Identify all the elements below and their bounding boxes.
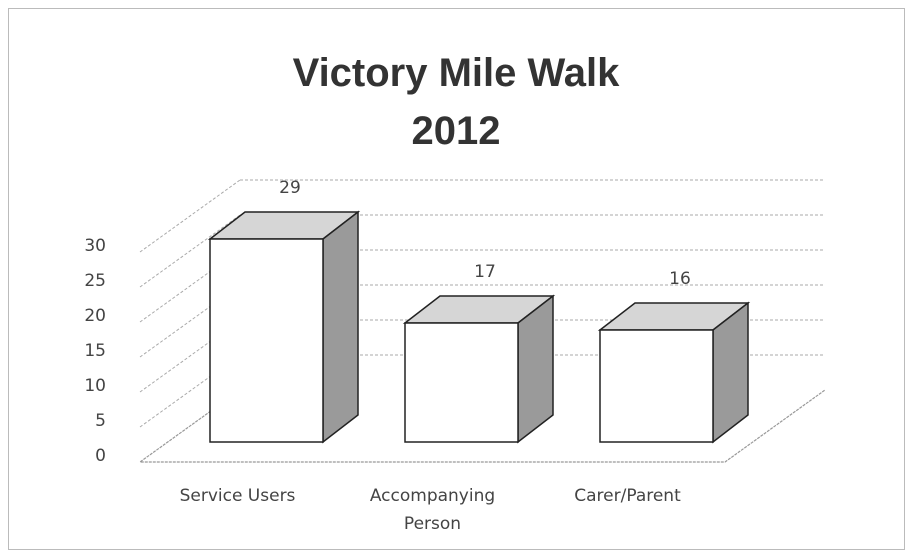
bar [402, 294, 556, 444]
x-tick-label: Carer/Parent [574, 486, 681, 506]
bar-front [599, 329, 714, 443]
y-tick-label: 30 [84, 236, 106, 256]
bar [597, 301, 751, 444]
x-tick-label: Accompanying Person [369, 486, 496, 534]
chart-frame [8, 8, 905, 550]
bar-front [404, 322, 519, 443]
y-tick-label: 25 [84, 271, 106, 291]
y-tick-label: 10 [84, 376, 106, 396]
y-tick-label: 0 [95, 446, 106, 466]
y-tick-label: 15 [84, 341, 106, 361]
y-tick-label: 5 [95, 411, 106, 431]
grid-line [139, 214, 241, 288]
bar-front [209, 238, 324, 443]
data-label: 17 [474, 262, 496, 282]
x-tick-label: Service Users [179, 486, 296, 506]
bar [207, 210, 361, 444]
data-label: 16 [669, 269, 691, 289]
data-label: 29 [279, 178, 301, 198]
floor [138, 389, 826, 463]
bars [207, 210, 751, 444]
bar-side [322, 210, 359, 444]
grid-line [139, 179, 241, 253]
chart-title: Victory Mile Walk 2012 [292, 51, 620, 153]
y-tick-label: 20 [84, 306, 106, 326]
